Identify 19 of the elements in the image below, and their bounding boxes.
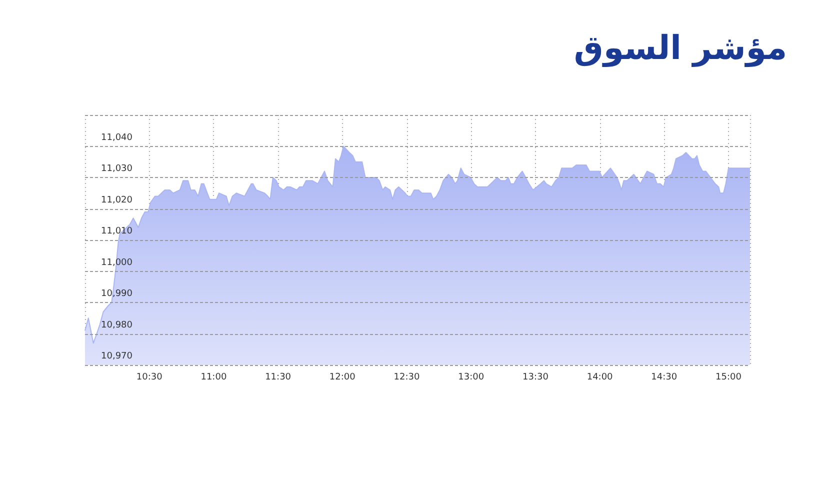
x-tick-label: 10:30 bbox=[136, 372, 163, 382]
x-tick-label: 13:30 bbox=[522, 372, 549, 382]
x-tick-label: 12:00 bbox=[329, 372, 356, 382]
x-tick-label: 14:30 bbox=[651, 372, 678, 382]
chart-title: مؤشر السوق bbox=[574, 28, 788, 68]
x-tick-label: 14:00 bbox=[586, 372, 614, 382]
y-tick-label: 10,970 bbox=[101, 352, 133, 362]
x-tick-label: 13:00 bbox=[458, 372, 484, 382]
y-tick-label: 10,990 bbox=[101, 289, 133, 299]
x-tick-label: 11:30 bbox=[265, 372, 292, 382]
y-tick-label: 11,030 bbox=[101, 164, 133, 174]
y-tick-label: 11,010 bbox=[101, 226, 133, 236]
y-tick-label: 10,980 bbox=[101, 320, 133, 330]
y-tick-label: 11,040 bbox=[101, 132, 133, 143]
x-tick-label: 11:00 bbox=[200, 372, 227, 382]
y-tick-label: 11,000 bbox=[101, 258, 133, 268]
x-tick-label: 15:00 bbox=[716, 372, 742, 382]
y-tick-label: 11,020 bbox=[101, 195, 133, 206]
x-tick-label: 12:30 bbox=[394, 372, 420, 382]
